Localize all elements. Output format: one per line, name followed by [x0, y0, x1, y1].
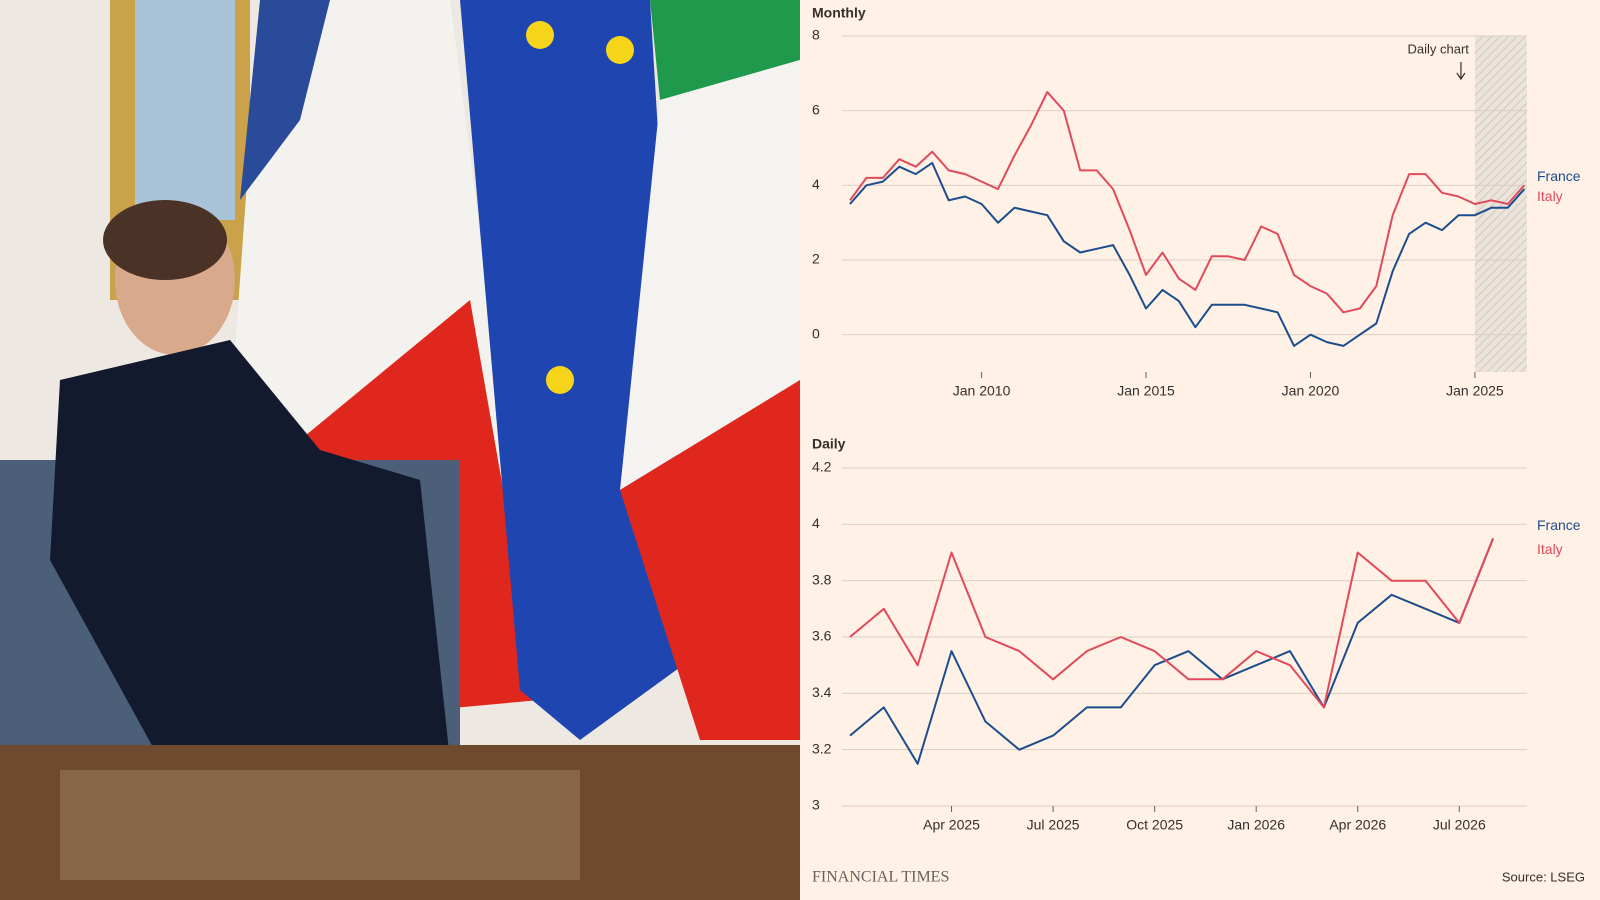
y-tick-label: 4.2 [812, 459, 832, 475]
y-tick-label: 3.4 [812, 684, 832, 700]
y-tick-label: 3.8 [812, 571, 832, 587]
legend-label: Italy [1537, 188, 1563, 204]
source: Source: LSEG [1502, 869, 1585, 884]
chart-title: Monthly [812, 5, 866, 21]
y-tick-label: 0 [812, 325, 820, 341]
x-tick-label: Jan 2015 [1117, 383, 1175, 399]
y-tick-label: 2 [812, 251, 820, 267]
y-tick-label: 3 [812, 797, 820, 813]
photo [0, 0, 800, 900]
series-line [849, 91, 1526, 314]
annotation-arrowhead [1456, 72, 1466, 81]
x-tick-label: Apr 2026 [1329, 817, 1386, 833]
y-tick-label: 4 [812, 515, 820, 531]
x-tick-label: Jan 2026 [1227, 817, 1285, 833]
y-tick-label: 6 [812, 101, 820, 117]
legend-label: Italy [1537, 541, 1563, 557]
x-tick-label: Jan 2010 [953, 383, 1011, 399]
y-tick-label: 8 [812, 27, 820, 43]
series-line [849, 161, 1526, 347]
x-tick-label: Jan 2025 [1446, 383, 1504, 399]
series-line [849, 538, 1495, 709]
brand: FINANCIAL TIMES [812, 869, 949, 886]
x-tick-label: Jan 2020 [1282, 383, 1340, 399]
chart-title: Daily [812, 436, 846, 452]
y-tick-label: 4 [812, 176, 820, 192]
series-line [849, 538, 1495, 765]
x-tick-label: Oct 2025 [1126, 817, 1183, 833]
x-tick-label: Apr 2025 [923, 817, 980, 833]
y-tick-label: 3.6 [812, 628, 832, 644]
annotation: Daily chart [1408, 41, 1470, 56]
x-tick-label: Jul 2026 [1433, 817, 1486, 833]
legend-label: France [1537, 168, 1581, 184]
y-tick-label: 3.2 [812, 740, 832, 756]
shaded-range [1474, 36, 1527, 372]
x-tick-label: Jul 2025 [1027, 817, 1080, 833]
legend-label: France [1537, 517, 1581, 533]
